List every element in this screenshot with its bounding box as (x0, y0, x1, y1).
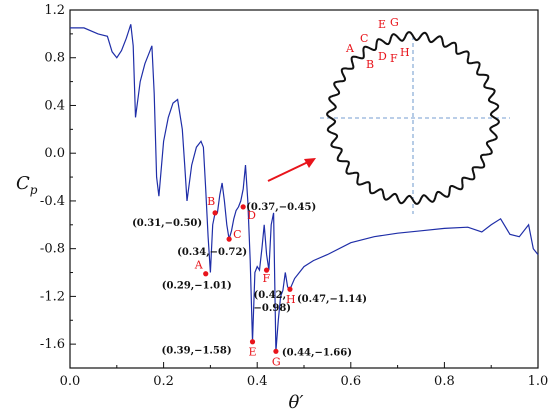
point-coord-h: (0.47,−1.14) (297, 294, 367, 305)
y-axis-title: Cp (16, 173, 38, 197)
x-tick-label: 0.4 (247, 374, 268, 389)
series-line-cp (70, 24, 539, 352)
y-tick-label: 1.2 (44, 3, 65, 18)
x-tick-label: 0.8 (434, 374, 455, 389)
point-coord-d: (0.37,−0.45) (246, 202, 316, 213)
x-tick-label: 1.0 (528, 374, 549, 389)
inset-letter-g: G (390, 16, 399, 29)
y-axis-ticks: 1.2 0.8 0.4 0.0 -0.4 -0.8 -1.2 -1.6 (40, 3, 76, 352)
point-letter-e: E (249, 346, 257, 359)
inset-letter-d: D (378, 50, 387, 63)
inset-letter-f: F (390, 52, 398, 65)
highlighted-points: A (0.29,−1.01) B (0.31,−0.50) C (0.34,−0.72) D… (132, 195, 367, 368)
inset-letter-e: E (378, 18, 386, 31)
point-coord-e: (0.39,−1.58) (162, 346, 232, 357)
point-marker-f (263, 267, 270, 273)
y-tick-label: 0.4 (44, 98, 65, 113)
point-marker-e (249, 339, 256, 345)
point-coord-c: (0.34,−0.72) (177, 247, 247, 258)
inset-letter-a: A (345, 42, 355, 55)
y-tick-label: -1.6 (40, 337, 65, 352)
x-tick-label: 0.0 (60, 374, 81, 389)
x-axis-ticks: 0.0 0.2 0.4 0.6 0.8 1.0 (60, 362, 549, 389)
x-axis-title: θ′ (289, 392, 304, 413)
x-tick-label: 0.6 (340, 374, 361, 389)
point-letter-a: A (194, 259, 204, 272)
inset-letter-b: B (366, 58, 374, 71)
point-marker-h (287, 286, 293, 292)
point-marker-g (273, 348, 279, 354)
point-letter-c: C (233, 228, 241, 241)
point-letter-f: F (263, 272, 271, 285)
point-letter-b: B (207, 195, 215, 208)
point-coord-g: (0.44,−1.66) (282, 347, 352, 358)
inset-letter-c: C (360, 32, 368, 45)
point-marker-a (203, 271, 209, 277)
point-letter-d: D (247, 209, 256, 222)
point-coord-f-line2: −0.98) (254, 303, 291, 314)
point-marker-d (240, 204, 246, 210)
y-tick-label: -1.2 (40, 289, 65, 304)
point-marker-b (212, 210, 218, 216)
x-tick-label: 0.2 (153, 374, 174, 389)
point-letter-h: H (286, 293, 296, 306)
point-letter-g: G (272, 355, 281, 368)
arrow-to-inset (267, 158, 316, 182)
y-tick-label: -0.4 (40, 194, 65, 209)
y-tick-label: 0.0 (44, 146, 65, 161)
point-marker-c (226, 236, 232, 242)
y-tick-label: 0.8 (44, 51, 65, 66)
inset-letter-h: H (400, 46, 410, 59)
y-tick-label: -0.8 (40, 242, 65, 257)
inset-cylinder-outline (326, 31, 500, 205)
point-coord-f: (0.42, (254, 290, 287, 301)
point-coord-a: (0.29,−1.01) (162, 281, 232, 292)
point-coord-b: (0.31,−0.50) (132, 218, 202, 229)
